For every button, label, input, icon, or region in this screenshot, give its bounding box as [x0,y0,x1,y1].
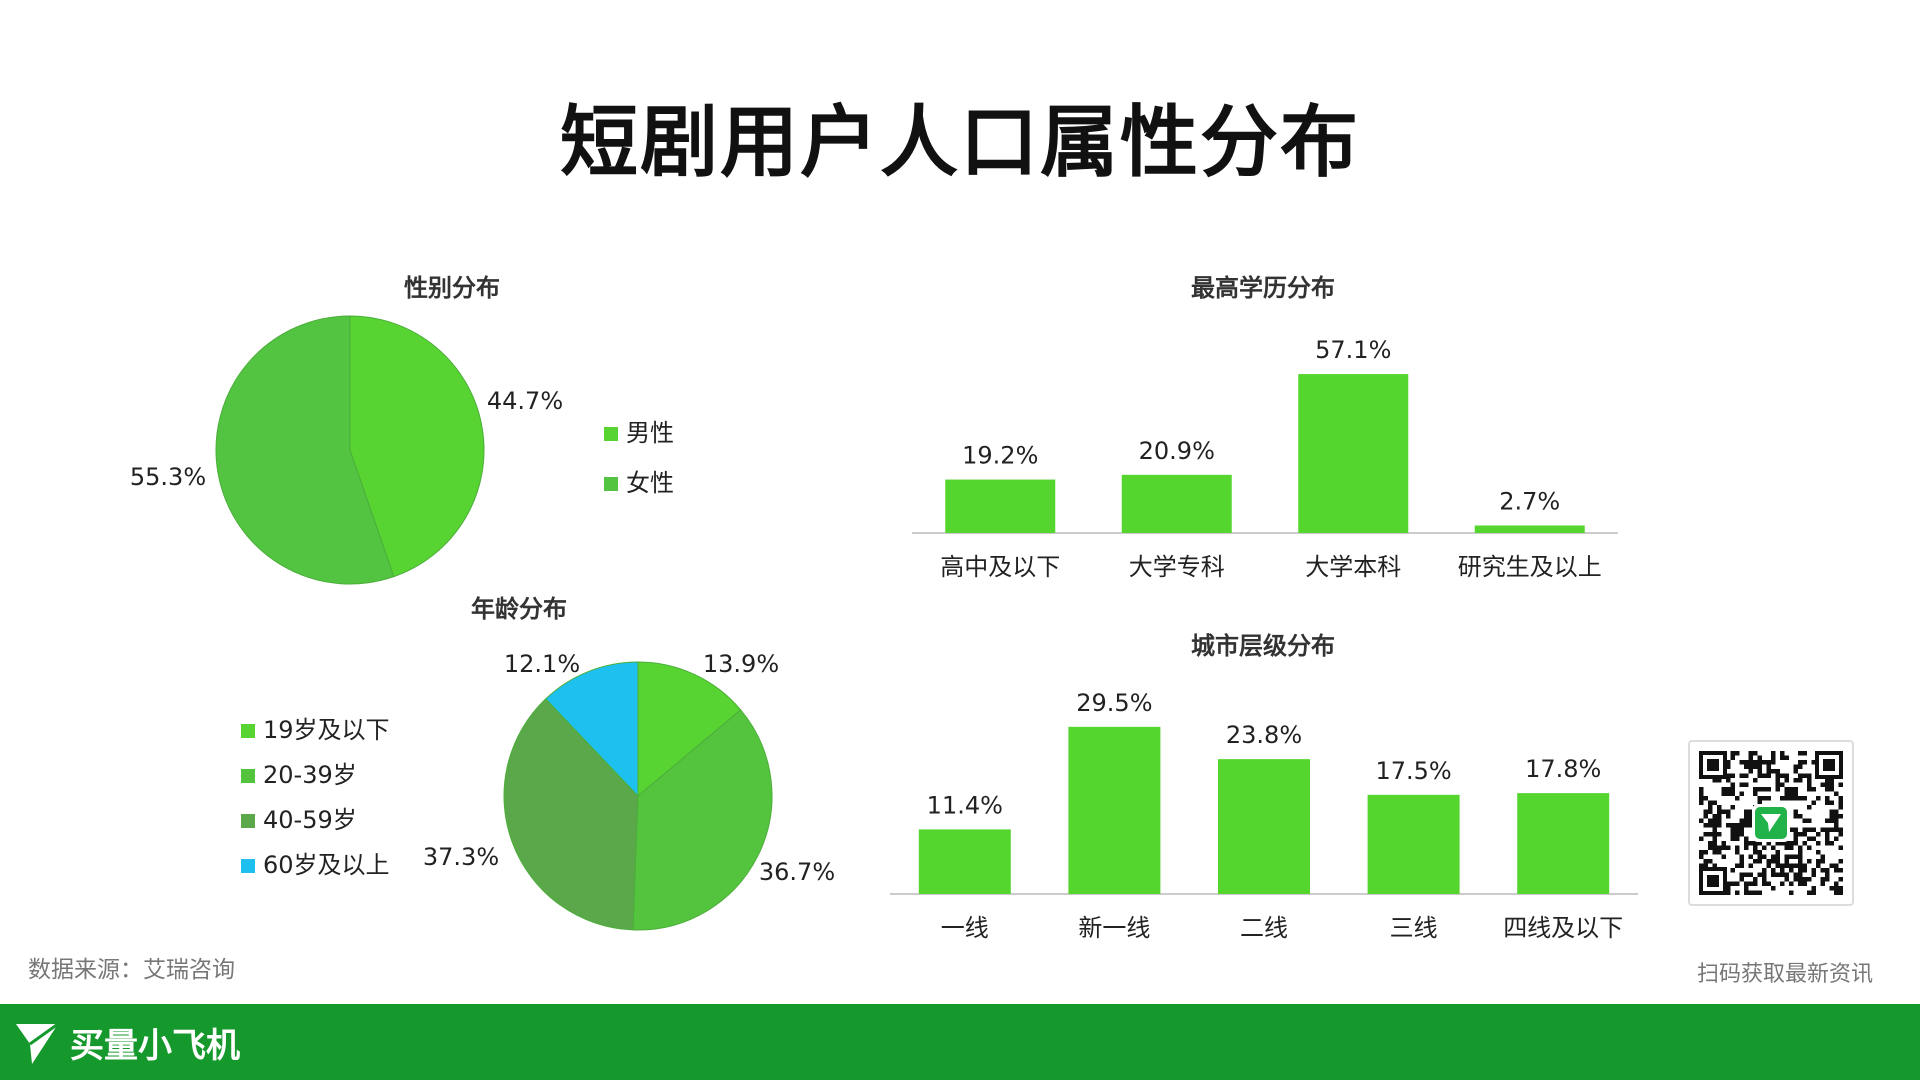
age-legend-label-0: 19岁及以下 [263,716,390,744]
qr-code[interactable] [1688,740,1854,906]
age-slice-label-0: 13.9% [703,650,779,678]
age-legend-swatch-3 [241,859,255,873]
gender-slice-1 [215,315,395,585]
age-slice-3 [544,661,639,798]
education-bar-1 [1121,474,1232,533]
education-bar-0 [945,479,1056,533]
city-category-label-2: 二线 [1240,914,1288,942]
education-bar-value-0: 19.2% [962,442,1038,470]
education-category-label-1: 大学专科 [1129,553,1225,581]
city-bar-value-1: 29.5% [1076,689,1152,717]
age-legend-swatch-1 [241,769,255,783]
city-bar-value-3: 17.5% [1375,757,1451,785]
age-legend-label-3: 60岁及以上 [263,851,390,879]
age-legend-label-2: 40-59岁 [263,806,357,834]
age-legend-label-1: 20-39岁 [263,761,357,789]
age-slice-label-3: 12.1% [504,650,580,678]
city-bar-value-4: 17.8% [1525,755,1601,783]
education-bar-2 [1298,374,1409,533]
gender-slice-0 [349,315,485,578]
gender-chart-title: 性别分布 [404,274,500,302]
gender-legend-label-0: 男性 [626,419,674,447]
city-bar-2 [1218,759,1310,894]
age-slice-label-2: 37.3% [423,843,499,871]
brand[interactable]: 买量小飞机 [14,1018,240,1067]
education-category-label-3: 研究生及以上 [1458,553,1602,581]
age-legend-swatch-0 [241,724,255,738]
city-bar-4 [1517,793,1610,894]
education-category-label-0: 高中及以下 [940,553,1060,581]
gender-legend-swatch-0 [604,427,618,441]
gender-legend-swatch-1 [604,477,618,491]
age-slice-1 [632,709,773,931]
city-category-label-3: 三线 [1390,914,1438,942]
city-bar-0 [918,829,1011,894]
gender-slice-label-1: 55.3% [130,463,206,491]
gender-slice-label-0: 44.7% [487,387,563,415]
education-category-label-2: 大学本科 [1305,553,1401,581]
city-bar-1 [1068,726,1161,894]
age-legend-swatch-2 [241,814,255,828]
age-slice-2 [503,698,639,931]
qr-caption: 扫码获取最新资讯 [1696,962,1873,987]
city-category-label-1: 新一线 [1078,914,1150,942]
age-slice-0 [637,661,742,798]
education-bar-3 [1474,525,1585,533]
education-bar-value-3: 2.7% [1499,487,1560,515]
education-bar-value-2: 57.1% [1315,336,1391,364]
education-chart-title: 最高学历分布 [1191,274,1335,302]
city-category-label-4: 四线及以下 [1503,914,1623,942]
city-bar-3 [1367,794,1460,894]
gender-legend-label-1: 女性 [626,469,674,497]
city-bar-value-0: 11.4% [927,791,1003,819]
paper-plane-icon [16,1022,59,1064]
city-category-label-0: 一线 [941,914,989,942]
data-source-note: 数据来源：艾瑞咨询 [28,957,235,983]
city-bar-value-2: 23.8% [1226,721,1302,749]
page-title: 短剧用户人口属性分布 [559,98,1360,188]
qr-code-icon [1699,751,1843,895]
city-chart-title: 城市层级分布 [1191,632,1335,660]
age-slice-label-1: 36.7% [759,858,835,886]
brand-name: 买量小飞机 [70,1026,240,1066]
education-bar-value-1: 20.9% [1139,437,1215,465]
footer-bar: 买量小飞机 [0,1004,1920,1080]
age-chart-title: 年龄分布 [471,595,567,623]
